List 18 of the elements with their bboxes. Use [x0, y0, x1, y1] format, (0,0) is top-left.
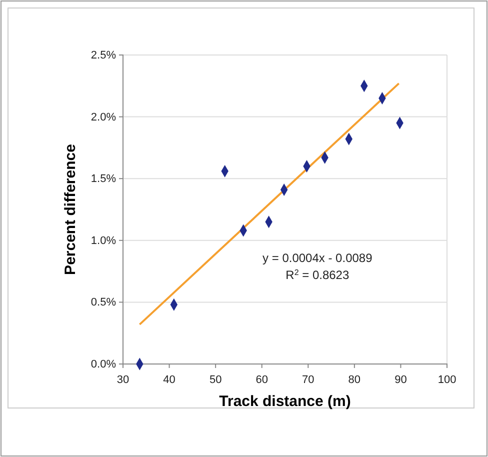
x-tick-label: 100	[438, 374, 456, 386]
y-axis-title: Percent difference	[62, 144, 79, 275]
x-tick-label: 70	[302, 374, 314, 386]
y-tick-label: 0.5%	[90, 296, 116, 309]
x-axis-title: Track distance (m)	[219, 393, 351, 410]
annotation: y = 0.0004x - 0.0089	[262, 251, 373, 266]
x-tick-label: 50	[209, 374, 222, 386]
y-tick-label: 1.5%	[90, 173, 116, 186]
y-tick-label: 2.5%	[90, 50, 116, 62]
annotation: R$^{2}$ = 0.8623	[286, 268, 350, 282]
y-tick-label: 2.0%	[90, 111, 116, 124]
x-tick-label: 30	[116, 374, 130, 386]
x-tick-label: 40	[163, 374, 176, 386]
y-tick-label: 0.0%	[90, 358, 116, 371]
y-tick-label: 1.0%	[90, 234, 116, 247]
x-tick-label: 60	[256, 374, 268, 386]
x-tick-label: 90	[394, 374, 407, 386]
x-tick-label: 80	[348, 374, 361, 386]
